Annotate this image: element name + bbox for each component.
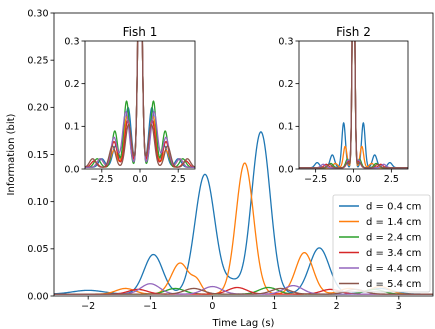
legend: d = 0.4 cm d = 1.4 cm d = 2.4 cm d = 3.4 cm… — [332, 194, 431, 293]
main-y-tick: 0.25 — [27, 56, 54, 67]
fish2-y-tick-label: 0.0 — [278, 164, 293, 175]
main-x-tick: −2 — [81, 296, 95, 312]
main-x-tick: 2 — [334, 296, 340, 312]
fish2-x-tick-label: 2.5 — [384, 174, 399, 185]
main-x-tick-label: 0 — [209, 301, 215, 312]
fish1-y-tick: 0.3 — [64, 36, 85, 47]
legend-label: d = 0.4 cm — [366, 202, 421, 213]
inset-fish2: −2.5 0.0 2.5 0.0 0.1 0.2 0.3 Fish 2 — [278, 25, 409, 185]
inset-fish1: −2.5 0.0 2.5 0.0 0.1 0.2 0.3 Fish 1 — [64, 25, 196, 185]
y-axis-label: Information (bit) — [6, 113, 17, 195]
fish1-title: Fish 1 — [123, 25, 158, 39]
fish2-y-tick: 0.2 — [278, 79, 299, 90]
fish1-y-tick: 0.0 — [64, 164, 85, 175]
legend-label: d = 3.4 cm — [366, 248, 421, 259]
main-x-tick-label: −1 — [143, 301, 157, 312]
main-x-tick: 1 — [272, 296, 278, 312]
main-x-tick-label: 1 — [272, 301, 278, 312]
fish1-series-line-2 — [85, 41, 195, 168]
main-y-tick: 0.20 — [27, 103, 54, 114]
main-series-line-5 — [54, 287, 433, 295]
fish1-y-tick-label: 0.2 — [64, 79, 79, 90]
main-y-tick-label: 0.20 — [27, 103, 48, 114]
fish2-series-lines — [299, 41, 408, 169]
fish1-y-tick-label: 0.0 — [64, 164, 79, 175]
fish2-y-tick: 0.3 — [278, 36, 299, 47]
fish1-y-tick-label: 0.3 — [64, 36, 79, 47]
fish1-x-tick-label: 2.5 — [171, 174, 186, 185]
main-x-tick: −1 — [143, 296, 157, 312]
legend-label: d = 5.4 cm — [366, 279, 421, 290]
fish1-x-tick: −2.5 — [90, 169, 113, 185]
main-y-tick-label: 0.15 — [27, 150, 48, 161]
main-y-tick-label: 0.00 — [27, 291, 48, 302]
main-y-tick: 0.00 — [27, 291, 54, 302]
fish2-series-line-0 — [299, 41, 408, 169]
fish1-x-tick: 2.5 — [171, 169, 186, 185]
fish1-x-tick-label: −2.5 — [90, 174, 113, 185]
main-y-tick: 0.15 — [27, 150, 54, 161]
fish2-series-line-5 — [299, 41, 408, 169]
legend-label: d = 4.4 cm — [366, 264, 421, 275]
fish1-y-tick-label: 0.1 — [64, 122, 79, 133]
main-y-tick-label: 0.10 — [27, 197, 48, 208]
legend-entry: d = 2.4 cm — [339, 233, 421, 244]
main-y-tick-label: 0.05 — [27, 244, 48, 255]
fish2-x-tick: −2.5 — [304, 169, 327, 185]
main-x-tick: 3 — [396, 296, 402, 312]
fish1-plot-background — [85, 41, 195, 169]
legend-entry: d = 1.4 cm — [339, 217, 421, 228]
legend-entry: d = 5.4 cm — [339, 279, 421, 290]
fish1-x-tick-label: 0.0 — [132, 174, 147, 185]
legend-entry: d = 4.4 cm — [339, 264, 421, 275]
legend-label: d = 2.4 cm — [366, 233, 421, 244]
fish1-series-line-4 — [85, 41, 195, 168]
main-x-tick-label: −2 — [81, 301, 95, 312]
fish1-x-tick: 0.0 — [132, 169, 148, 185]
fish2-plot-background — [299, 41, 408, 169]
fish2-y-tick: 0.0 — [278, 164, 299, 175]
main-y-tick: 0.30 — [27, 8, 54, 19]
fish2-x-tick-label: 0.0 — [346, 174, 361, 185]
fish2-y-tick: 0.1 — [278, 122, 299, 133]
main-x-tick-label: 2 — [334, 301, 340, 312]
fish2-x-tick-label: −2.5 — [304, 174, 327, 185]
fish1-series-line-0 — [85, 41, 195, 168]
legend-entry: d = 3.4 cm — [339, 248, 421, 259]
main-x-tick: 0 — [209, 296, 215, 312]
legend-entry: d = 0.4 cm — [339, 202, 421, 213]
main-y-tick: 0.10 — [27, 197, 54, 208]
fish2-y-tick-label: 0.2 — [278, 79, 293, 90]
fish2-y-tick-label: 0.3 — [278, 36, 293, 47]
x-axis-label: Time Lag (s) — [212, 318, 275, 329]
fish2-title: Fish 2 — [336, 25, 371, 39]
fish2-x-tick: 2.5 — [384, 169, 399, 185]
main-x-tick-label: 3 — [396, 301, 402, 312]
fish1-y-tick: 0.2 — [64, 79, 85, 90]
fish1-series-line-5 — [85, 41, 195, 168]
fish1-series-lines — [85, 41, 195, 168]
fish2-x-tick: 0.0 — [346, 169, 361, 185]
main-y-tick: 0.05 — [27, 244, 54, 255]
legend-label: d = 1.4 cm — [366, 217, 421, 228]
main-y-tick-label: 0.25 — [27, 56, 48, 67]
main-y-tick-label: 0.30 — [27, 8, 48, 19]
fish1-y-tick: 0.1 — [64, 122, 85, 133]
fish2-y-tick-label: 0.1 — [278, 122, 293, 133]
